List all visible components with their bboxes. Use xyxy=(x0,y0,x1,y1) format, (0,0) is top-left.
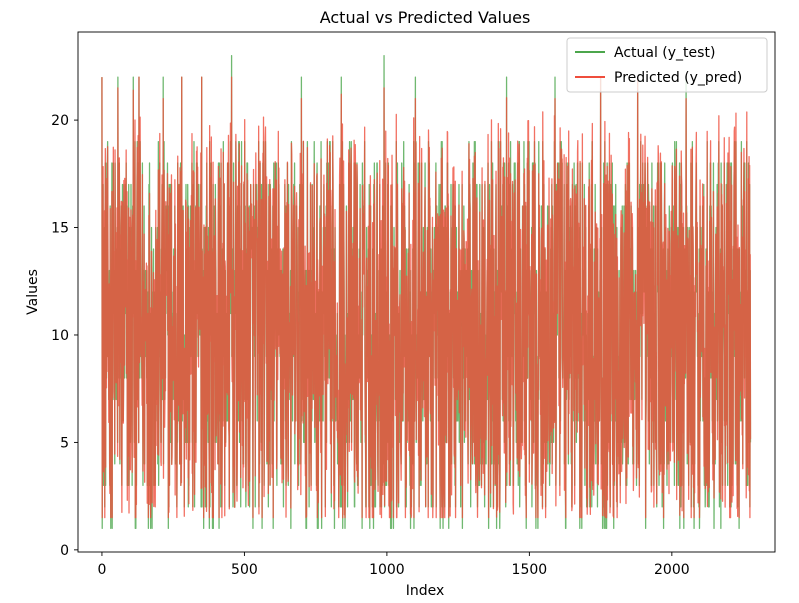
x-ticks: 0 500 1000 1500 2000 xyxy=(97,552,690,578)
plot-frame xyxy=(77,31,776,553)
x-axis-label: Index xyxy=(406,583,445,599)
series-line-predicted xyxy=(101,76,752,519)
y-tick-label: 0 xyxy=(60,543,69,559)
x-tick-label: 500 xyxy=(231,562,258,578)
x-tick-label: 1000 xyxy=(369,562,405,578)
chart-title: Actual vs Predicted Values xyxy=(320,8,531,27)
legend-label-actual: Actual (y_test) xyxy=(614,45,715,61)
y-tick-label: 10 xyxy=(51,328,69,344)
x-tick-label: 1500 xyxy=(512,562,548,578)
y-tick-label: 5 xyxy=(60,435,69,451)
legend: Actual (y_test) Predicted (y_pred) xyxy=(566,37,768,93)
legend-label-predicted: Predicted (y_pred) xyxy=(614,70,742,86)
y-axis-label: Values xyxy=(25,269,41,315)
series-layer xyxy=(101,54,752,530)
x-tick-label: 0 xyxy=(97,562,106,578)
y-tick-label: 20 xyxy=(51,113,69,129)
y-ticks: 0 5 10 15 20 xyxy=(51,113,78,559)
x-tick-label: 2000 xyxy=(654,562,690,578)
y-tick-label: 15 xyxy=(51,221,69,237)
legend-box xyxy=(566,37,768,93)
